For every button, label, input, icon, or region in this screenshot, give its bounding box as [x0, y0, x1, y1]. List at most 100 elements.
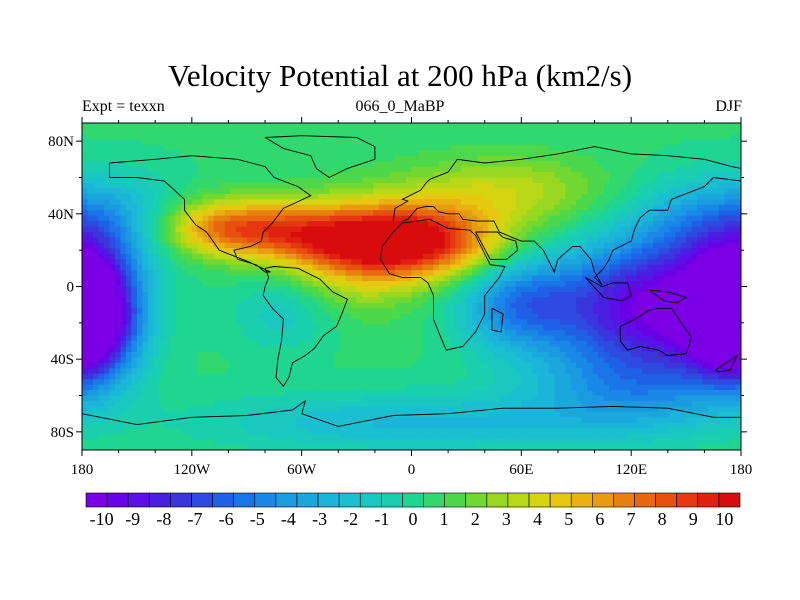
- field-cell: [675, 144, 682, 151]
- field-cell: [103, 341, 111, 348]
- field-cell: [581, 128, 588, 135]
- field-cell: [719, 123, 726, 130]
- field-cell: [636, 204, 643, 211]
- field-cell: [301, 133, 308, 140]
- field-cell: [471, 161, 478, 168]
- field-cell: [702, 242, 709, 249]
- field-cell: [625, 144, 632, 151]
- field-cell: [543, 221, 550, 228]
- field-cell: [416, 221, 424, 228]
- field-cell: [691, 166, 698, 173]
- field-cell: [735, 302, 741, 309]
- field-cell: [175, 150, 182, 157]
- field-cell: [708, 204, 715, 211]
- field-cell: [438, 346, 446, 353]
- field-cell: [570, 313, 577, 320]
- field-cell: [114, 302, 122, 309]
- field-cell: [224, 139, 231, 146]
- field-cell: [427, 346, 435, 353]
- field-cell: [603, 155, 610, 162]
- field-cell: [373, 330, 380, 337]
- field-cell: [274, 319, 281, 326]
- field-cell: [329, 166, 336, 173]
- field-cell: [252, 264, 259, 271]
- field-cell: [109, 161, 116, 168]
- field-cell: [274, 324, 281, 331]
- field-cell: [477, 341, 484, 348]
- field-cell: [131, 133, 138, 140]
- field-cell: [147, 215, 154, 222]
- field-cell: [636, 341, 643, 348]
- field-cell: [109, 133, 116, 140]
- field-cell: [125, 341, 133, 348]
- field-cell: [241, 226, 248, 233]
- field-cell: [653, 150, 660, 157]
- field-cell: [537, 302, 544, 309]
- field-cell: [285, 324, 292, 331]
- field-cell: [653, 199, 660, 206]
- field-cell: [395, 291, 402, 298]
- field-cell: [400, 166, 407, 173]
- field-cell: [114, 193, 122, 200]
- field-cell: [136, 242, 144, 249]
- field-cell: [466, 297, 473, 304]
- field-cell: [290, 346, 297, 353]
- field-cell: [125, 139, 133, 146]
- field-cell: [565, 313, 572, 320]
- field-cell: [175, 275, 182, 282]
- field-cell: [378, 188, 385, 195]
- field-cell: [120, 215, 127, 222]
- field-cell: [307, 150, 314, 157]
- field-cell: [642, 286, 649, 293]
- field-cell: [455, 242, 462, 249]
- field-cell: [329, 281, 336, 288]
- field-cell: [455, 221, 462, 228]
- field-cell: [433, 346, 440, 353]
- field-cell: [471, 346, 478, 353]
- field-cell: [735, 172, 741, 179]
- field-cell: [367, 182, 374, 189]
- field-cell: [125, 302, 133, 309]
- field-cell: [559, 144, 566, 151]
- field-cell: [301, 270, 308, 277]
- field-cell: [246, 275, 253, 282]
- field-cell: [202, 346, 209, 353]
- field-cell: [158, 286, 165, 293]
- field-cell: [416, 291, 424, 298]
- field-cell: [351, 291, 358, 298]
- field-cell: [559, 237, 566, 244]
- field-cell: [219, 264, 226, 271]
- field-cell: [449, 302, 457, 309]
- field-cell: [592, 330, 599, 337]
- field-cell: [521, 330, 528, 337]
- field-cell: [482, 172, 489, 179]
- field-cell: [219, 144, 226, 151]
- field-cell: [356, 172, 363, 179]
- field-cell: [329, 259, 336, 266]
- field-cell: [713, 161, 720, 168]
- field-cell: [125, 133, 133, 140]
- field-cell: [444, 308, 451, 315]
- field-cell: [466, 319, 473, 326]
- field-cell: [318, 182, 325, 189]
- field-cell: [301, 319, 308, 326]
- field-cell: [653, 139, 660, 146]
- field-cell: [98, 182, 105, 189]
- field-cell: [526, 286, 533, 293]
- field-cell: [329, 297, 336, 304]
- field-cell: [422, 166, 429, 173]
- field-cell: [471, 264, 478, 271]
- field-cell: [477, 346, 484, 353]
- field-cell: [131, 275, 138, 282]
- field-cell: [219, 313, 226, 320]
- field-cell: [186, 286, 193, 293]
- field-cell: [82, 155, 89, 162]
- field-cell: [406, 221, 413, 228]
- field-cell: [345, 281, 352, 288]
- field-cell: [493, 341, 500, 348]
- field-cell: [92, 324, 100, 331]
- field-cell: [362, 172, 369, 179]
- field-cell: [565, 139, 572, 146]
- field-cell: [202, 193, 209, 200]
- field-cell: [581, 139, 588, 146]
